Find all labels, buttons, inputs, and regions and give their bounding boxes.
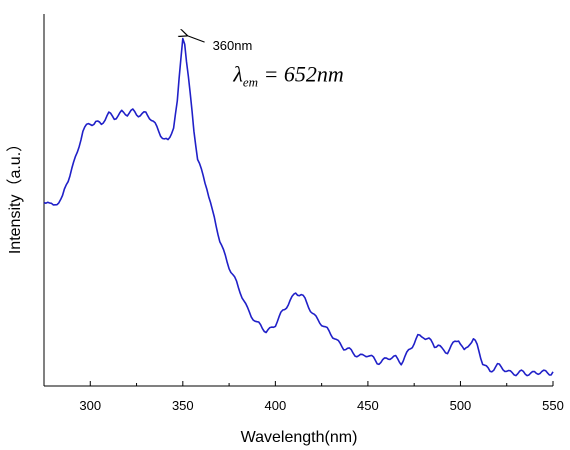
emission-wavelength-label: λem = 652nm — [232, 62, 343, 90]
formula-symbol: λ — [232, 62, 243, 87]
axes — [43, 14, 553, 387]
formula-value: = 652nm — [258, 62, 344, 87]
x-tick-label: 500 — [450, 398, 472, 413]
x-tick-label: 400 — [265, 398, 287, 413]
x-tick-label: 550 — [542, 398, 564, 413]
x-tick-label: 450 — [357, 398, 379, 413]
series-layer — [43, 37, 554, 377]
annotation-label: 360nm — [213, 38, 253, 53]
x-axis-ticks: 300 350 400 450 500 550 — [43, 381, 564, 413]
x-tick-label: 300 — [79, 398, 101, 413]
annotations: 360nm λem = 652nm — [187, 36, 344, 90]
series-line-0 — [43, 37, 554, 377]
x-tick-label: 350 — [172, 398, 194, 413]
y-axis-title: Intensity（a.u.） — [6, 136, 24, 254]
formula-subscript: em — [243, 75, 258, 90]
x-axis-title: Wavelength(nm) — [241, 429, 358, 446]
annotation-arrow — [187, 36, 205, 43]
